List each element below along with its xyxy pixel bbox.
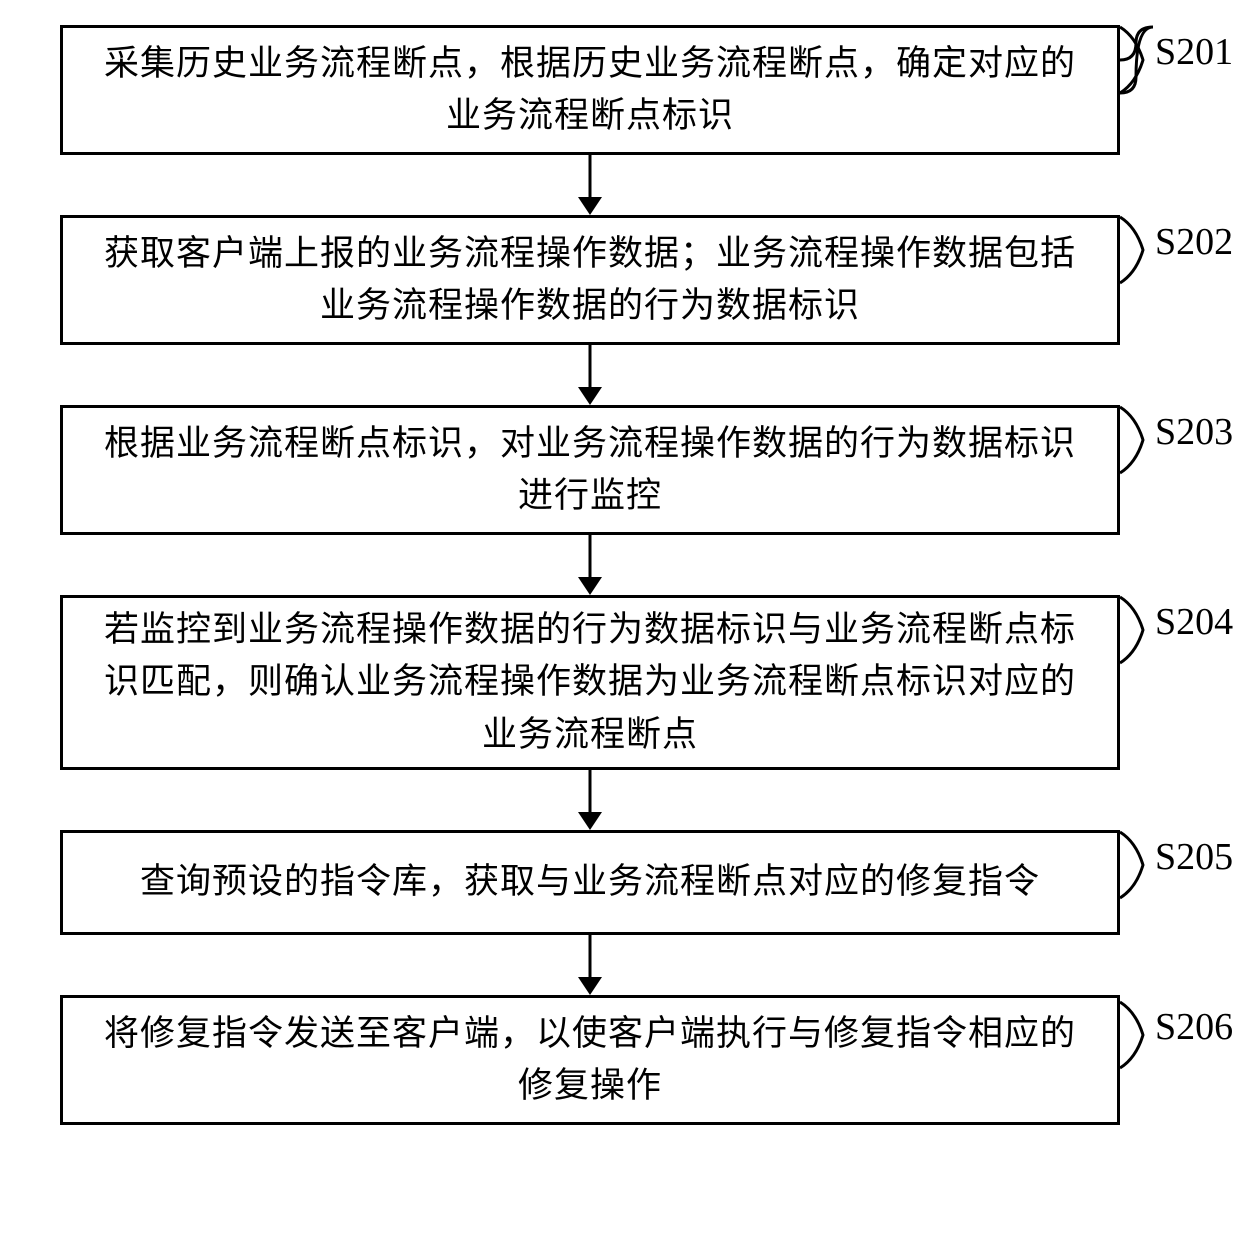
step-text: 获取客户端上报的业务流程操作数据；业务流程操作数据包括业务流程操作数据的行为数据…	[93, 228, 1087, 333]
step-box-s201: 采集历史业务流程断点，根据历史业务流程断点，确定对应的业务流程断点标识	[60, 25, 1120, 155]
arrow	[60, 345, 1120, 405]
flowchart-container: 采集历史业务流程断点，根据历史业务流程断点，确定对应的业务流程断点标识 获取客户…	[60, 25, 1120, 1125]
step-label-s205: S205	[1155, 835, 1233, 879]
step-text: 采集历史业务流程断点，根据历史业务流程断点，确定对应的业务流程断点标识	[93, 38, 1087, 143]
step-label-s201: S201	[1155, 30, 1233, 74]
step-label-s202: S202	[1155, 220, 1233, 264]
step-box-s202: 获取客户端上报的业务流程操作数据；业务流程操作数据包括业务流程操作数据的行为数据…	[60, 215, 1120, 345]
step-label-s203: S203	[1155, 410, 1233, 454]
step-box-s204: 若监控到业务流程操作数据的行为数据标识与业务流程断点标识匹配，则确认业务流程操作…	[60, 595, 1120, 770]
arrow	[60, 935, 1120, 995]
step-box-s203: 根据业务流程断点标识，对业务流程操作数据的行为数据标识进行监控	[60, 405, 1120, 535]
step-text: 将修复指令发送至客户端，以使客户端执行与修复指令相应的修复操作	[93, 1008, 1087, 1113]
arrow	[60, 155, 1120, 215]
arrow	[60, 535, 1120, 595]
step-box-s206: 将修复指令发送至客户端，以使客户端执行与修复指令相应的修复操作	[60, 995, 1120, 1125]
step-text: 查询预设的指令库，获取与业务流程断点对应的修复指令	[140, 856, 1040, 909]
step-box-s205: 查询预设的指令库，获取与业务流程断点对应的修复指令	[60, 830, 1120, 935]
step-label-s204: S204	[1155, 600, 1233, 644]
step-text: 若监控到业务流程操作数据的行为数据标识与业务流程断点标识匹配，则确认业务流程操作…	[93, 604, 1087, 762]
step-label-s206: S206	[1155, 1005, 1233, 1049]
step-text: 根据业务流程断点标识，对业务流程操作数据的行为数据标识进行监控	[93, 418, 1087, 523]
arrow	[60, 770, 1120, 830]
